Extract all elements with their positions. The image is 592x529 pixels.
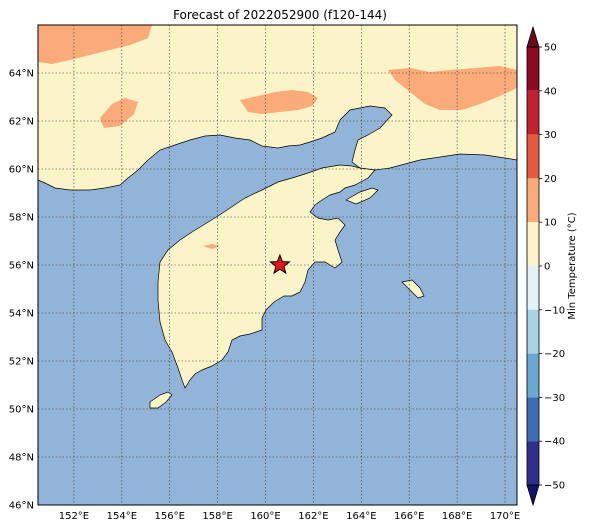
- colorbar-bin: [527, 353, 539, 398]
- gridlines: [38, 25, 517, 505]
- colorbar-bin: [527, 309, 539, 354]
- latitude-tick-label: 60°N: [9, 165, 34, 176]
- kamchatka-peninsula-land: [157, 164, 376, 389]
- longitude-tick-label: 158°E: [202, 511, 232, 522]
- longitude-tick-label: 156°E: [155, 511, 185, 522]
- colorbar: 50 40 30 20 10 0 −10 −20 −30 −40 −50: [526, 25, 565, 507]
- colorbar-bin: [527, 397, 539, 442]
- latitude-tick-label: 58°N: [9, 213, 34, 224]
- colorbar-bin: [527, 222, 539, 266]
- longitude-tick-label: 168°E: [442, 511, 472, 522]
- map-frame: [37, 24, 518, 506]
- longitude-tick-label: 164°E: [346, 511, 376, 522]
- longitude-tick-label: 166°E: [394, 511, 424, 522]
- colorbar-bin: [527, 178, 539, 223]
- latitude-tick-label: 56°N: [9, 261, 34, 272]
- karaginsky-island: [345, 187, 379, 205]
- warm-patch-central: [240, 90, 318, 114]
- longitude-tick-label: 160°E: [250, 511, 280, 522]
- latitude-tick-label: 54°N: [9, 309, 34, 320]
- colorbar-tick-label: 40: [544, 86, 557, 97]
- colorbar-label: Min Temperature (°C): [567, 212, 578, 319]
- colorbar-bin: [527, 266, 539, 310]
- latitude-tick-label: 62°N: [9, 117, 34, 128]
- longitude-tick-labels: 152°E 154°E 156°E 158°E 160°E 162°E 164°E 166°E…: [59, 511, 521, 522]
- latitude-tick-label: 52°N: [9, 357, 34, 368]
- longitude-tick-label: 154°E: [107, 511, 137, 522]
- latitude-tick-label: 64°N: [9, 69, 34, 80]
- colorbar-tick-label: −30: [544, 393, 565, 404]
- map-panel: 46°N 48°N 50°N 52°N 54°N 56°N 58°N 60°N 62°N 64°N…: [9, 24, 521, 522]
- colorbar-tick-label: 10: [544, 218, 557, 229]
- colorbar-bin: [527, 47, 539, 91]
- warm-patch-small-west: [100, 98, 138, 128]
- commander-island: [401, 279, 425, 299]
- kuril-island: [149, 391, 173, 409]
- star-marker-icon: [269, 253, 291, 275]
- colorbar-tick-label: 30: [544, 130, 557, 141]
- colorbar-tick-label: −10: [544, 305, 565, 316]
- latitude-tick-labels: 46°N 48°N 50°N 52°N 54°N 56°N 58°N 60°N 62°N 64°N: [9, 69, 34, 512]
- warm-patch-northeast: [388, 66, 517, 110]
- colorbar-extend-top: [526, 25, 540, 48]
- colorbar-bin: [527, 90, 539, 135]
- longitude-tick-label: 162°E: [298, 511, 328, 522]
- colorbar-bin: [527, 441, 539, 485]
- colorbar-bin: [527, 134, 539, 179]
- longitude-tick-label: 152°E: [59, 511, 89, 522]
- colorbar-extend-bottom: [526, 484, 540, 507]
- warm-patch-northwest: [38, 25, 152, 64]
- warm-patch-small-kamchatka: [203, 244, 220, 249]
- colorbar-tick-label: −40: [544, 437, 565, 448]
- latitude-tick-label: 50°N: [9, 405, 34, 416]
- longitude-tick-label: 170°E: [490, 511, 520, 522]
- latitude-tick-label: 48°N: [9, 453, 34, 464]
- colorbar-tick-label: −50: [544, 481, 565, 492]
- map-title: Forecast of 2022052900 (f120-144): [173, 8, 387, 22]
- colorbar-tick-label: −20: [544, 349, 565, 360]
- latitude-tick-label: 46°N: [9, 501, 34, 512]
- colorbar-tick-label: 0: [544, 262, 550, 273]
- colorbar-tick-label: 50: [544, 43, 557, 54]
- colorbar-tick-label: 20: [544, 174, 557, 185]
